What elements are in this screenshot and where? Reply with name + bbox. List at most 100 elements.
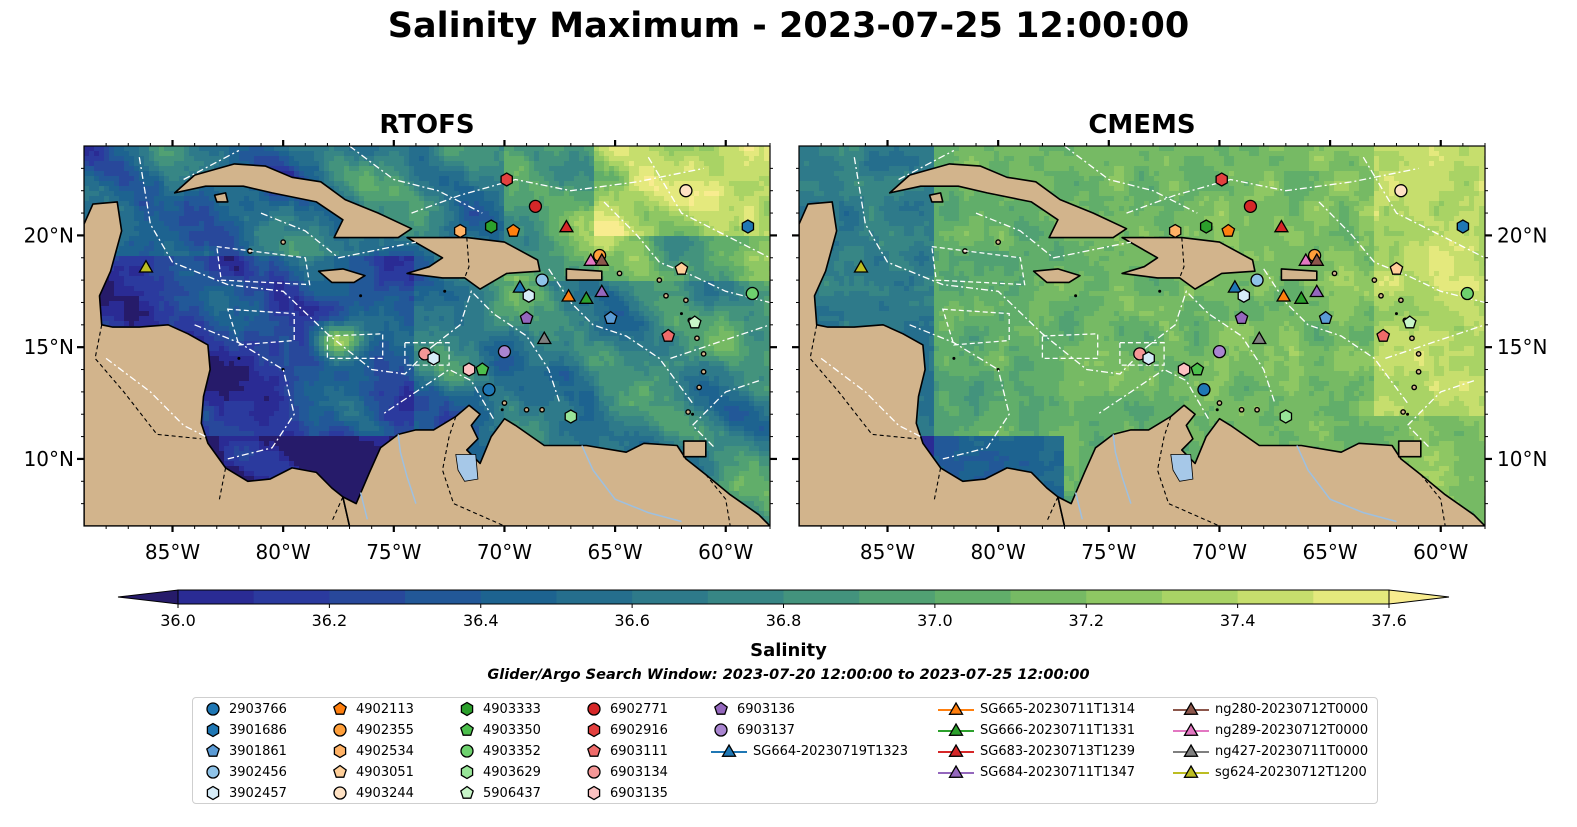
- panel-title-rtofs: RTOFS: [84, 110, 770, 140]
- legend-marker: [587, 743, 601, 757]
- legend-marker-icon: [333, 701, 347, 715]
- legend-marker: [587, 722, 601, 738]
- legend-label: 6903136: [737, 702, 795, 717]
- obs-marker-3902456: [535, 273, 549, 287]
- obs-marker-6903135: [462, 362, 476, 377]
- colorbar-bin: [1010, 590, 1087, 604]
- legend-marker: [1183, 722, 1199, 736]
- land-rtofs: [84, 163, 770, 526]
- legend-item-4903352: 4903352: [457, 741, 541, 761]
- obs-marker-ng427-20230711T0000: [536, 330, 552, 345]
- obs-marker-4903350: [475, 362, 490, 376]
- legend-marker: [587, 702, 601, 716]
- legend-item-6903111: 6903111: [584, 741, 668, 761]
- legend-marker-icon: [587, 722, 601, 738]
- legend-label: 6903134: [610, 765, 668, 780]
- obs-marker-6902771: [1243, 199, 1258, 214]
- legend-marker: [206, 765, 220, 779]
- legend-label: 4903629: [483, 765, 541, 780]
- legend-item-6903135: 6903135: [584, 783, 668, 803]
- lat-tick-label: 15°N: [24, 335, 74, 359]
- legend-marker: [1183, 764, 1199, 778]
- legend-marker: [460, 744, 474, 758]
- legend-marker-icon: [460, 744, 474, 758]
- legend-marker: [587, 785, 601, 801]
- legend-label: ng289-20230712T0000: [1215, 723, 1368, 738]
- axis-ticks-rtofs: 85°W 80°W 75°W 70°W 65°W 60°W 20°N 15°N 10°N: [24, 140, 777, 564]
- legend-marker-icon: [206, 722, 220, 738]
- legend-marker: [333, 701, 347, 715]
- legend-label: 4903352: [483, 744, 541, 759]
- colorbar-tick-label: 36.2: [312, 611, 348, 630]
- legend-marker-icon: [587, 785, 601, 801]
- legend-marker-icon: [333, 786, 347, 800]
- obs-marker-6902771: [528, 199, 543, 214]
- obs-marker-SG683-20230713T1239: [1273, 219, 1290, 233]
- legend-item-ng289-20230712T0000: ng289-20230712T0000: [1173, 720, 1368, 740]
- obs-marker-SG664-20230719T1323: [512, 279, 528, 293]
- obs-marker-4903333: [484, 219, 498, 234]
- legend-label: 3902457: [229, 786, 287, 801]
- lon-tick-label: 70°W: [477, 540, 532, 564]
- eez-boundaries-cmems: [820, 146, 1485, 460]
- lon-tick-label: 70°W: [1192, 540, 1247, 564]
- legend-marker-icon: [938, 722, 974, 736]
- legend-marker-icon: [587, 743, 601, 757]
- legend-marker-icon: [206, 785, 220, 801]
- colorbar-tick-label: 37.2: [1068, 611, 1104, 630]
- obs-marker-4902534: [453, 223, 467, 239]
- colorbar-label: Salinity: [0, 640, 1577, 661]
- colorbar-bin: [1237, 590, 1314, 604]
- obs-marker-3902457: [522, 288, 536, 303]
- obs-marker-SG665-20230711T1314: [1275, 288, 1292, 302]
- lat-tick-label: 15°N: [1497, 335, 1547, 359]
- map-panel-cmems: 85°W 80°W 75°W 70°W 65°W 60°W 20°N 15°N 10°N: [792, 140, 1547, 564]
- lon-tick-label: 80°W: [256, 540, 311, 564]
- legend-marker-icon: [333, 764, 347, 778]
- legend-label: 3901861: [229, 744, 287, 759]
- map-frame-cmems: [798, 145, 1486, 527]
- legend-marker: [714, 723, 728, 737]
- obs-marker-4903350: [1190, 362, 1205, 376]
- figure-title: Salinity Maximum - 2023-07-25 12:00:00: [0, 6, 1577, 46]
- legend-marker-icon: [938, 701, 974, 715]
- legend-marker: [206, 702, 220, 716]
- obs-marker-SG664-20230719T1323: [1227, 279, 1243, 293]
- legend-marker: [714, 701, 728, 715]
- obs-marker-6903111: [661, 328, 676, 342]
- legend-label: 4903051: [356, 765, 414, 780]
- obs-marker-ng289-20230712T0000: [1298, 252, 1314, 266]
- legend-marker-icon: [714, 723, 728, 737]
- legend-item-2903766: 2903766: [203, 699, 287, 719]
- obs-marker-SG665-20230711T1314: [560, 288, 577, 302]
- obs-marker-5906437: [1402, 315, 1417, 329]
- obs-marker-3901861: [603, 310, 618, 325]
- legend-marker: [206, 722, 220, 738]
- legend-item-4902113: 4902113: [330, 699, 414, 719]
- colorbar-bin: [480, 590, 557, 604]
- legend: 2903766 3901686 3901861 3902456 3902457 49021…: [192, 697, 1378, 804]
- obs-marker-SG684-20230711T1347: [1309, 284, 1325, 298]
- colorbar-bin: [253, 590, 330, 604]
- obs-marker-sg624-20230712T1200: [138, 259, 154, 273]
- lon-tick-label: 65°W: [587, 540, 642, 564]
- legend-marker: [948, 701, 964, 715]
- colorbar-bin: [1161, 590, 1239, 604]
- colorbar-tick-label: 36.8: [766, 611, 802, 630]
- panel-title-cmems: CMEMS: [799, 110, 1485, 140]
- legend-label: 4902355: [356, 723, 414, 738]
- obs-marker-3902457: [427, 351, 440, 366]
- lon-tick-label: 75°W: [366, 540, 421, 564]
- legend-marker-icon: [1173, 743, 1209, 757]
- map-panel-rtofs: 85°W 80°W 75°W 70°W 65°W 60°W 20°N 15°N 10°N: [24, 140, 777, 564]
- legend-item-4903051: 4903051: [330, 762, 414, 782]
- legend-label: 3902456: [229, 765, 287, 780]
- legend-marker: [1183, 743, 1199, 757]
- legend-marker: [460, 722, 474, 736]
- legend-item-SG683-20230713T1239: SG683-20230713T1239: [938, 741, 1135, 761]
- legend-label: 4903350: [483, 723, 541, 738]
- obs-marker-SG683-20230713T1239: [558, 219, 575, 233]
- obs-marker-4903051: [1389, 261, 1404, 275]
- legend-marker-icon: [460, 701, 474, 717]
- legend-marker-icon: [711, 743, 747, 757]
